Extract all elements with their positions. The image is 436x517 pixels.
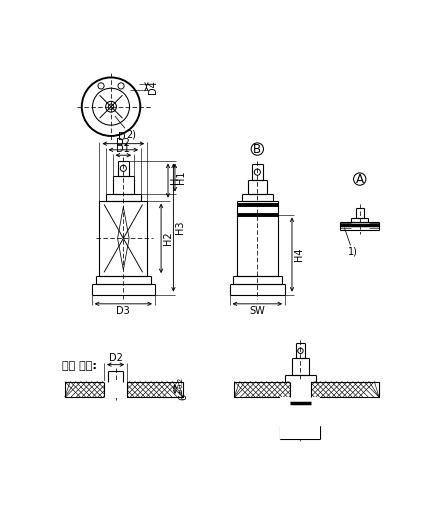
Text: A: A: [356, 173, 364, 186]
Text: D3: D3: [116, 306, 130, 316]
Text: 6$^{\pm0.2}$: 6$^{\pm0.2}$: [177, 377, 190, 401]
Bar: [104, 381, 127, 398]
Text: H1: H1: [177, 171, 187, 184]
Text: 1): 1): [348, 247, 358, 257]
Text: D4: D4: [148, 80, 158, 94]
Bar: [290, 381, 311, 398]
Text: 2): 2): [126, 130, 136, 140]
Text: H3: H3: [175, 221, 185, 234]
Bar: [280, 397, 320, 438]
Text: D2: D2: [109, 353, 123, 363]
Text: H: H: [170, 177, 180, 184]
Text: D2: D2: [116, 138, 130, 148]
Text: H2: H2: [163, 232, 173, 245]
Text: 조립 지침:: 조립 지침:: [62, 361, 97, 371]
Bar: [65, 382, 183, 397]
Text: H4: H4: [293, 248, 303, 261]
Bar: [234, 382, 379, 397]
Text: B: B: [253, 143, 262, 156]
Text: D: D: [118, 132, 126, 142]
Text: SW: SW: [249, 306, 265, 316]
Text: D1: D1: [116, 144, 130, 154]
